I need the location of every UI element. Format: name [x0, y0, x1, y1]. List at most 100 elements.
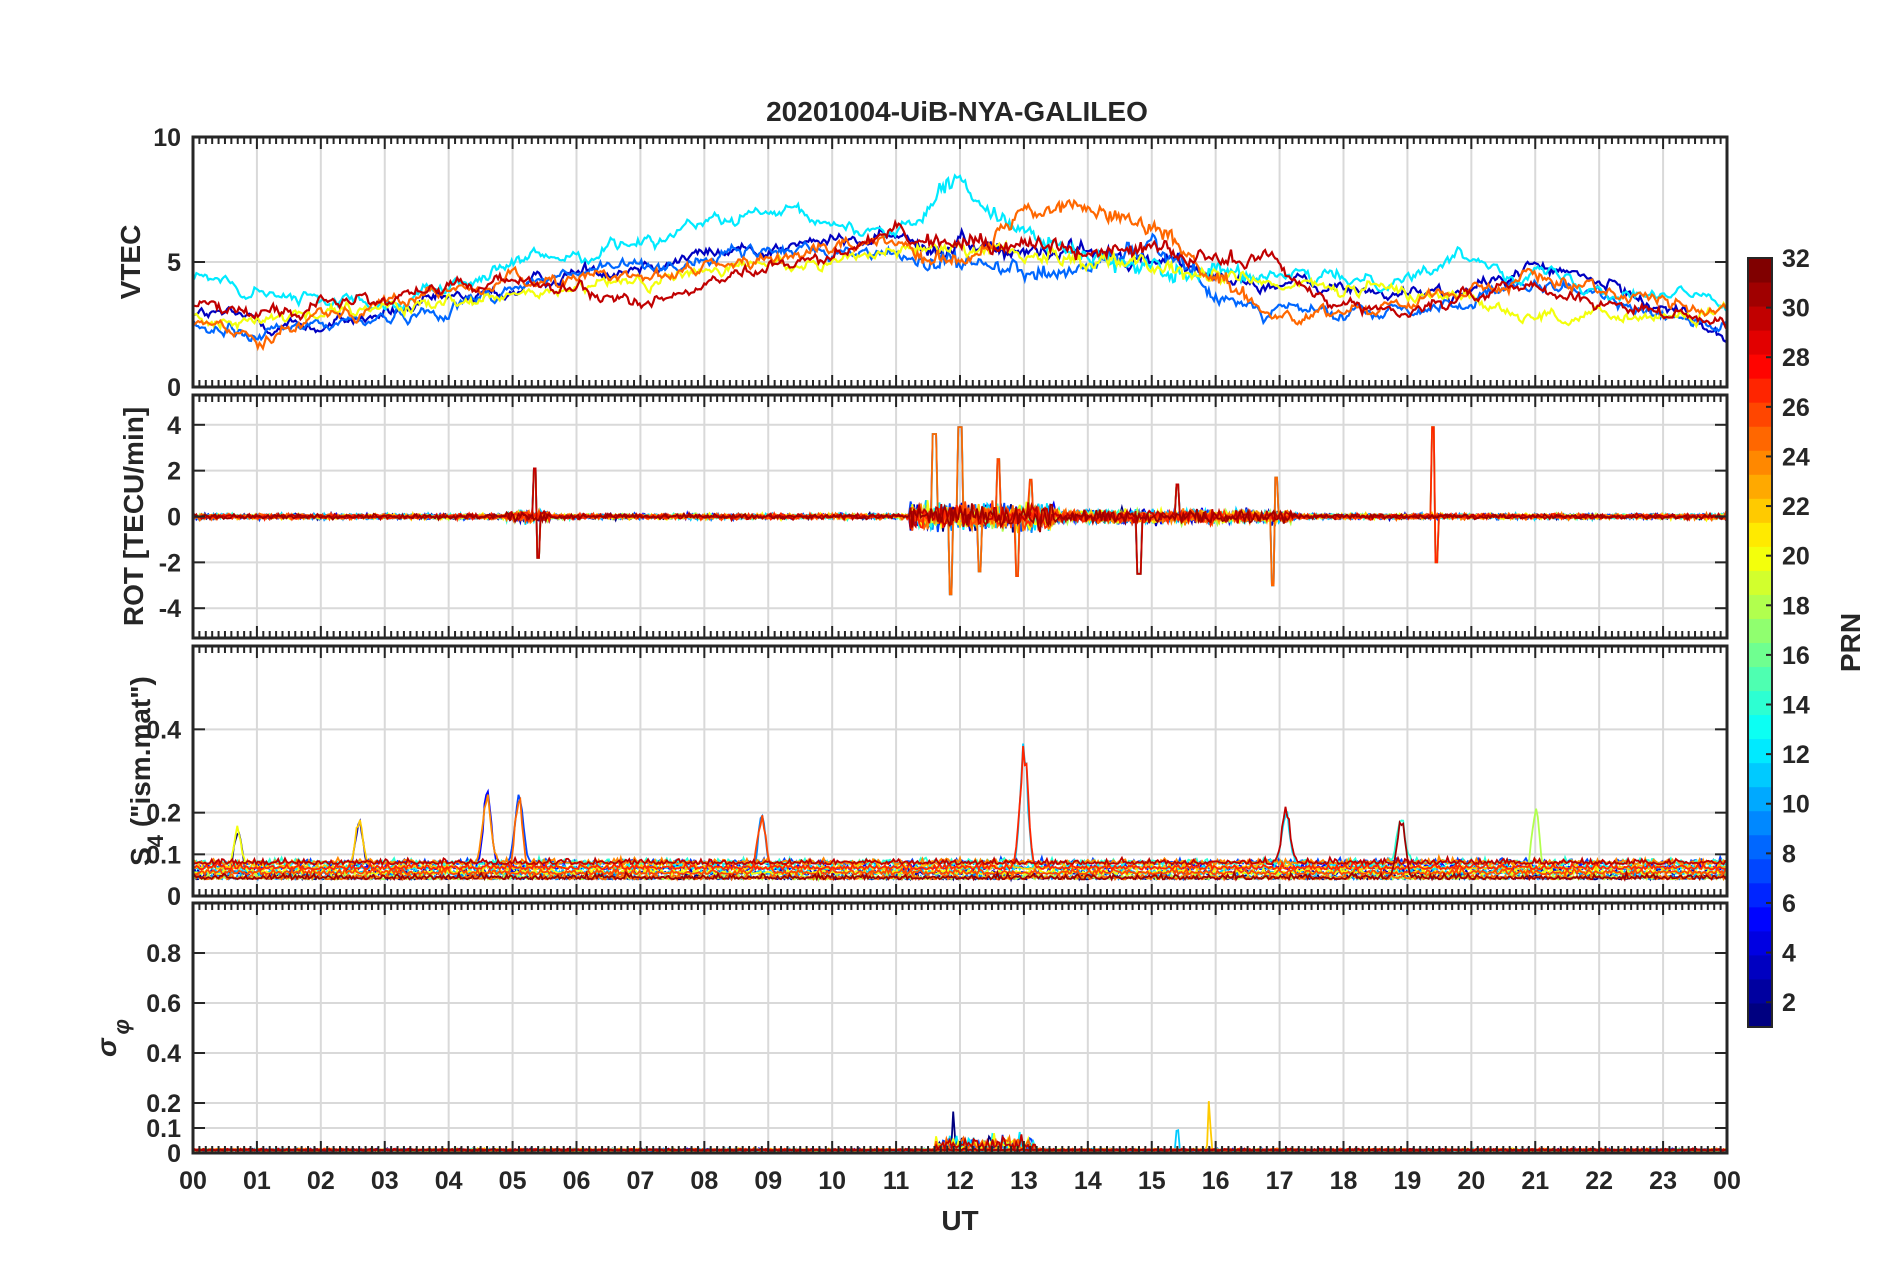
- s4-series-prn-26: [193, 815, 1727, 878]
- panel-2: -4 -2 0 2 4 ROT [TECU/min]: [118, 393, 1729, 640]
- x-tick-label: 20: [1457, 1167, 1485, 1195]
- colorbar-label: PRN: [1835, 613, 1866, 672]
- y-tick-label: 0.1: [146, 841, 181, 869]
- grid: [193, 903, 1727, 1153]
- colorbar-tick-label: 28: [1782, 344, 1810, 372]
- x-tick-label: 21: [1521, 1167, 1549, 1195]
- x-ticks: [193, 903, 1727, 1154]
- y-tick-label: 0.2: [146, 800, 181, 828]
- x-tick-label: 07: [627, 1167, 655, 1195]
- x-tick-label: 16: [1202, 1167, 1230, 1195]
- x-ticks: [193, 646, 1727, 897]
- x-tick-label: 18: [1330, 1167, 1358, 1195]
- colorbar-segment: [1748, 690, 1772, 716]
- x-tick-label: 14: [1074, 1167, 1102, 1195]
- s4-series-prn-31: [193, 820, 1727, 882]
- colorbar-segment: [1748, 858, 1772, 884]
- y-tick-label: 10: [153, 124, 181, 152]
- x-tick-label: 11: [883, 1167, 910, 1195]
- colorbar-segment: [1748, 498, 1772, 523]
- colorbar-segment: [1748, 930, 1772, 956]
- y-tick-label: 0.4: [146, 1040, 181, 1068]
- y-tick-label: 2: [167, 458, 181, 486]
- y-axis-label: S4 ("ism.mat"): [125, 676, 168, 866]
- colorbar-tick-label: 16: [1782, 642, 1810, 670]
- s4-series-prn-27: [193, 745, 1727, 872]
- x-tick-label: 05: [499, 1167, 527, 1195]
- colorbar-segment: [1748, 330, 1772, 355]
- vtec-series-prn-8: [193, 232, 1727, 343]
- colorbar-segment: [1748, 426, 1772, 451]
- colorbar-tick-label: 22: [1782, 493, 1810, 521]
- x-tick-label: 00: [179, 1167, 207, 1195]
- x-tick-label: 03: [371, 1167, 399, 1195]
- y-tick-label: 0: [167, 374, 181, 402]
- x-tick-label: 09: [754, 1167, 782, 1195]
- x-tick-label: 00: [1713, 1167, 1741, 1195]
- colorbar-tick-label: 32: [1782, 245, 1810, 273]
- colorbar-segment: [1748, 282, 1772, 307]
- x-tick-label: 01: [243, 1167, 271, 1195]
- panel-3: 0 0.1 0.2 0.4S4 ("ism.mat"): [125, 644, 1729, 911]
- colorbar-segment: [1748, 1002, 1772, 1028]
- x-tick-label: 23: [1649, 1167, 1677, 1195]
- colorbar-segment: [1748, 570, 1772, 595]
- series-group: [193, 426, 1727, 596]
- colorbar-tick-label: 6: [1782, 890, 1796, 918]
- colorbar-segment: [1748, 522, 1772, 547]
- colorbar-segment: [1748, 258, 1772, 283]
- series-group: [193, 173, 1727, 352]
- vtec-series-prn-30: [193, 218, 1727, 330]
- y-tick-label: 0.1: [146, 1115, 181, 1143]
- x-ticks: [193, 395, 1727, 638]
- x-tick-label: 08: [690, 1167, 718, 1195]
- colorbar-segment: [1748, 738, 1772, 764]
- x-tick-label: 02: [307, 1167, 335, 1195]
- s4-series-prn-20: [193, 825, 1727, 877]
- y-tick-label: 0: [167, 883, 181, 911]
- y-tick-label: 0.6: [146, 990, 181, 1018]
- x-tick-label: 12: [946, 1167, 974, 1195]
- panel-1: 0 5 10 VTEC: [115, 124, 1729, 402]
- y-tick-label: -2: [159, 549, 181, 577]
- colorbar-tick-label: 26: [1782, 394, 1810, 422]
- colorbar-tick-label: 20: [1782, 543, 1810, 571]
- colorbar-tick-label: 18: [1782, 592, 1810, 620]
- colorbar-tick-label: 2: [1782, 989, 1796, 1017]
- colorbar-segment: [1748, 474, 1772, 499]
- colorbar-segment: [1748, 978, 1772, 1004]
- x-tick-label: 13: [1010, 1167, 1038, 1195]
- colorbar-tick-label: 12: [1782, 741, 1810, 769]
- series-group: [193, 743, 1727, 883]
- colorbar-tick-label: 8: [1782, 840, 1796, 868]
- y-axis-label: ROT [TECU/min]: [118, 407, 149, 626]
- colorbar-segment: [1748, 450, 1772, 475]
- panel-4: 00.10.2 0.4 0.6 0.8 σφ 00 01 02 03 04 05 06 07 08 09 10…: [91, 901, 1741, 1236]
- x-tick-label: 04: [435, 1167, 463, 1195]
- colorbar-segment: [1748, 954, 1772, 980]
- x-tick-label: 17: [1266, 1167, 1294, 1195]
- vtec-series-prn-25: [193, 198, 1727, 352]
- x-tick-label: 10: [818, 1167, 846, 1195]
- x-tick-label: 06: [563, 1167, 591, 1195]
- x-ticks: [193, 136, 1727, 388]
- colorbar-tick-label: 14: [1782, 692, 1810, 720]
- x-axis-label: UT: [941, 1205, 978, 1236]
- colorbar-segment: [1748, 714, 1772, 740]
- colorbar-tick-label: 10: [1782, 791, 1810, 819]
- colorbar-segment: [1748, 594, 1772, 619]
- x-tick-label: 22: [1585, 1167, 1613, 1195]
- x-tick-label: 15: [1138, 1167, 1166, 1195]
- colorbar-segment: [1748, 810, 1772, 836]
- y-tick-label: 0: [167, 1140, 181, 1168]
- y-tick-label: -4: [159, 595, 181, 623]
- chart-title: 20201004-UiB-NYA-GALILEO: [766, 96, 1148, 127]
- x-tick-label: 19: [1394, 1167, 1422, 1195]
- colorbar-segment: [1748, 666, 1772, 692]
- colorbar-segment: [1748, 834, 1772, 860]
- y-axis-label: σφ: [91, 1019, 134, 1057]
- colorbar-segment: [1748, 546, 1772, 571]
